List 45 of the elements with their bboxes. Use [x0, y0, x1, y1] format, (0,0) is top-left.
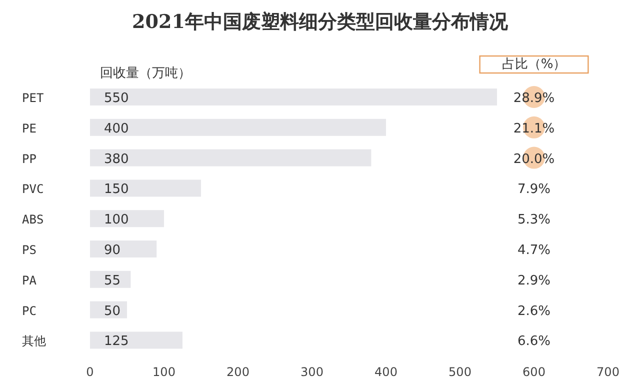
bar — [90, 118, 386, 136]
data-label: 150 — [104, 182, 129, 198]
annotation: 21.1% — [513, 121, 555, 136]
data-label: 550 — [104, 91, 129, 106]
y-tick-label: 其他 — [22, 334, 46, 348]
y-tick-label: PP — [22, 152, 36, 166]
annotation: 4.7% — [517, 243, 551, 258]
x-tick-label: 300 — [300, 365, 324, 379]
data-label: 50 — [104, 304, 121, 319]
bar — [90, 210, 164, 228]
x-tick-label: 700 — [596, 365, 620, 379]
annotation: 28.9% — [513, 91, 555, 106]
bar — [90, 180, 201, 197]
chart-title: 2021年中国废塑料细分类型回收量分布情况 — [132, 11, 509, 33]
annotation: 7.9% — [517, 182, 551, 198]
y-tick-label: PA — [22, 273, 38, 288]
data-label: 125 — [104, 334, 129, 350]
data-label: 100 — [104, 212, 129, 228]
annotation: 6.6% — [517, 334, 551, 350]
y-tick-label: PS — [22, 243, 36, 257]
data-label: 380 — [104, 152, 129, 167]
y-tick-label: ABS — [22, 212, 44, 227]
annotation: 5.3% — [517, 212, 551, 228]
bar — [90, 149, 372, 166]
annotation: 2.6% — [517, 304, 551, 319]
y-tick-label: PET — [22, 91, 44, 105]
x-axis-title: 回收量（万吨） — [100, 66, 191, 81]
x-tick-label: 600 — [522, 365, 546, 379]
text: 占比（%） — [502, 57, 566, 72]
y-tick-label: PE — [22, 121, 36, 136]
annotation: 2.9% — [517, 273, 551, 288]
y-tick-label: PVC — [22, 182, 44, 196]
data-label: 90 — [104, 243, 121, 258]
x-tick-label: 500 — [448, 365, 472, 379]
bar — [90, 240, 157, 258]
x-tick-label: 200 — [226, 365, 250, 379]
x-tick-label: 0 — [86, 365, 94, 379]
annotation: 20.0% — [513, 152, 555, 167]
x-tick-label: 100 — [152, 365, 176, 379]
x-tick-label: 400 — [374, 365, 398, 379]
bar — [90, 88, 497, 106]
data-label: 400 — [104, 121, 129, 136]
bar — [90, 332, 182, 349]
data-label: 55 — [104, 273, 121, 288]
y-tick-label: PC — [22, 304, 36, 318]
